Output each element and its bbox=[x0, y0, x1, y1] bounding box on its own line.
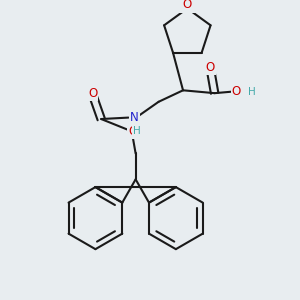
Text: O: O bbox=[183, 0, 192, 11]
Text: N: N bbox=[130, 111, 139, 124]
Text: H: H bbox=[248, 87, 256, 97]
Text: O: O bbox=[232, 85, 241, 98]
Text: O: O bbox=[88, 87, 97, 100]
Text: H: H bbox=[133, 125, 140, 136]
Text: O: O bbox=[206, 61, 215, 74]
Text: O: O bbox=[128, 125, 137, 139]
